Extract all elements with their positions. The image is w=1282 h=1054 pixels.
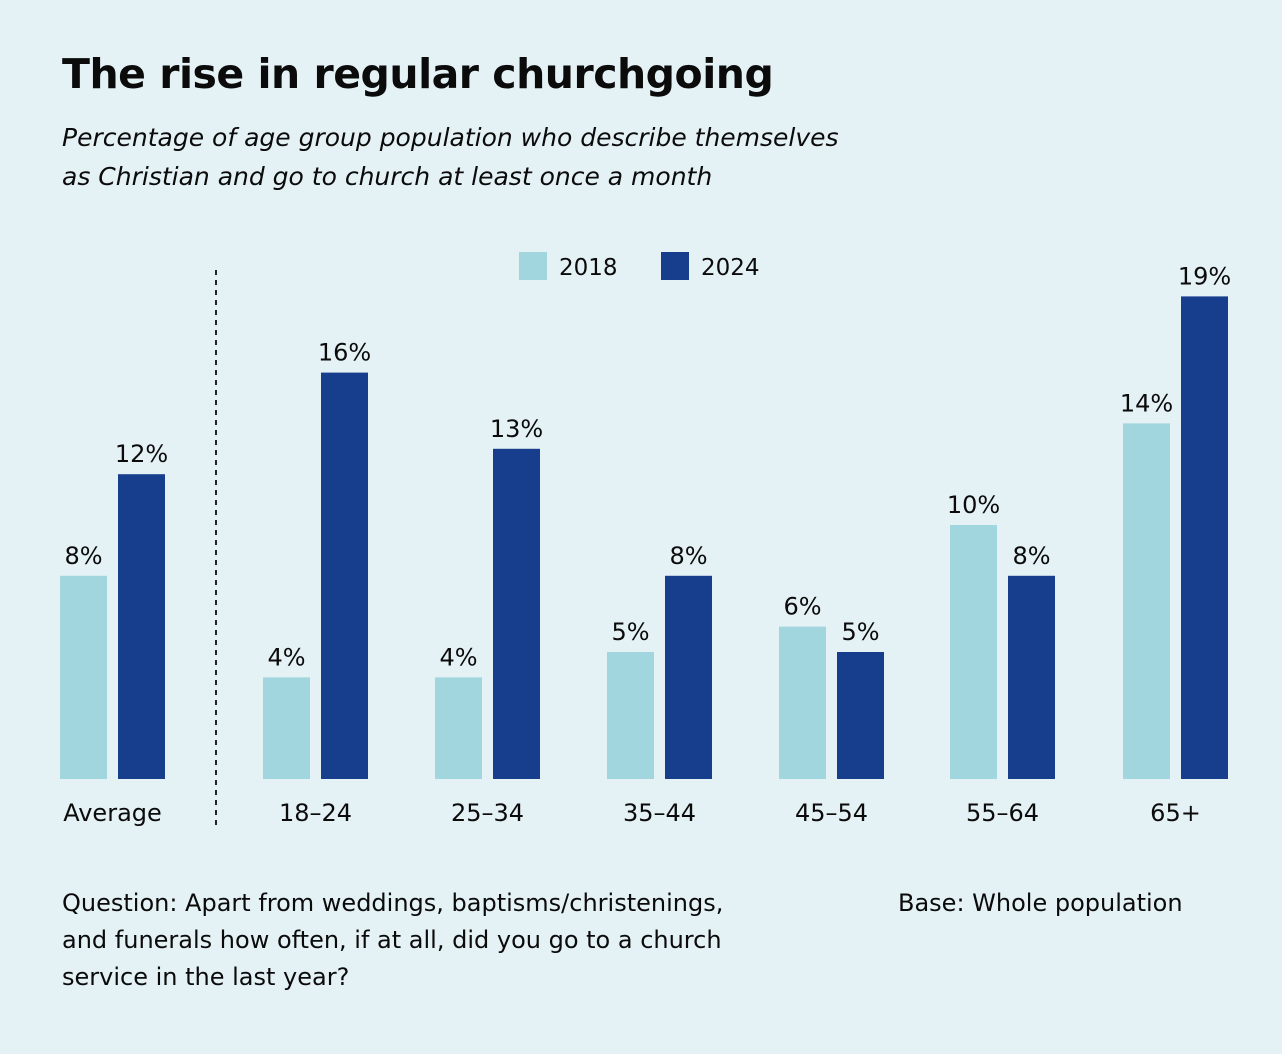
- data-label-2024: 19%: [1178, 262, 1231, 290]
- bars-group: [60, 296, 1228, 779]
- data-label-2018: 6%: [783, 593, 821, 621]
- legend-swatch-2018: [519, 252, 547, 280]
- bar-2018: [263, 677, 310, 779]
- chart-title: The rise in regular churchgoing: [62, 50, 774, 98]
- bar-2018: [950, 525, 997, 779]
- value-labels-group: 8% 12% 4% 16% 4% 13% 5% 8% 6% 5% 10% 8% 14% 19%: [64, 262, 1231, 671]
- bar-2024: [118, 474, 165, 779]
- subtitle-line: as Christian and go to church at least o…: [62, 162, 713, 191]
- footnote-line: service in the last year?: [62, 963, 350, 991]
- x-tick-label: 18–24: [279, 799, 352, 827]
- data-label-2018: 8%: [64, 542, 102, 570]
- bar-2024: [1181, 296, 1228, 779]
- bar-2024: [1008, 575, 1055, 779]
- bar-chart: 2018 2024 8% 12% 4% 16% 4% 13% 5% 8% 6% 5% 10% 8% 14%…: [60, 252, 1231, 827]
- data-label-2018: 10%: [947, 491, 1000, 519]
- footnote-line: and funerals how often, if at all, did y…: [62, 926, 722, 954]
- bar-2024: [837, 652, 884, 779]
- bar-2024: [321, 372, 368, 779]
- data-label-2024: 13%: [490, 415, 543, 443]
- data-label-2024: 16%: [318, 339, 371, 367]
- bar-2018: [607, 652, 654, 779]
- data-label-2018: 4%: [267, 643, 305, 671]
- x-tick-label: 35–44: [623, 799, 696, 827]
- bar-2018: [1123, 423, 1170, 779]
- data-label-2024: 12%: [115, 440, 168, 468]
- bar-2018: [435, 677, 482, 779]
- legend-label-2024: 2024: [701, 255, 760, 281]
- data-label-2018: 4%: [439, 643, 477, 671]
- x-tick-label: 65+: [1150, 799, 1201, 827]
- x-tick-labels-group: Average 18–24 25–34 35–44 45–54 55–64 65+: [63, 799, 1201, 827]
- x-tick-label: Average: [63, 799, 162, 827]
- bar-2024: [665, 575, 712, 779]
- subtitle-line: Percentage of age group population who d…: [62, 123, 839, 152]
- x-tick-label: 45–54: [795, 799, 868, 827]
- legend-swatch-2024: [661, 252, 689, 280]
- data-label-2024: 8%: [1012, 542, 1050, 570]
- data-label-2018: 5%: [611, 618, 649, 646]
- footnote-line: Question: Apart from weddings, baptisms/…: [62, 889, 724, 917]
- bar-2018: [779, 626, 826, 779]
- data-label-2024: 5%: [841, 618, 879, 646]
- question-footnote: Question: Apart from weddings, baptisms/…: [62, 885, 802, 996]
- legend-label-2018: 2018: [559, 255, 618, 281]
- data-label-2018: 14%: [1120, 389, 1173, 417]
- data-label-2024: 8%: [669, 542, 707, 570]
- x-tick-label: 55–64: [966, 799, 1039, 827]
- legend: 2018 2024: [519, 252, 760, 281]
- bar-2024: [493, 448, 540, 779]
- base-note: Base: Whole population: [898, 889, 1183, 917]
- x-tick-label: 25–34: [451, 799, 524, 827]
- bar-2018: [60, 575, 107, 779]
- chart-subtitle: Percentage of age group population who d…: [62, 118, 962, 196]
